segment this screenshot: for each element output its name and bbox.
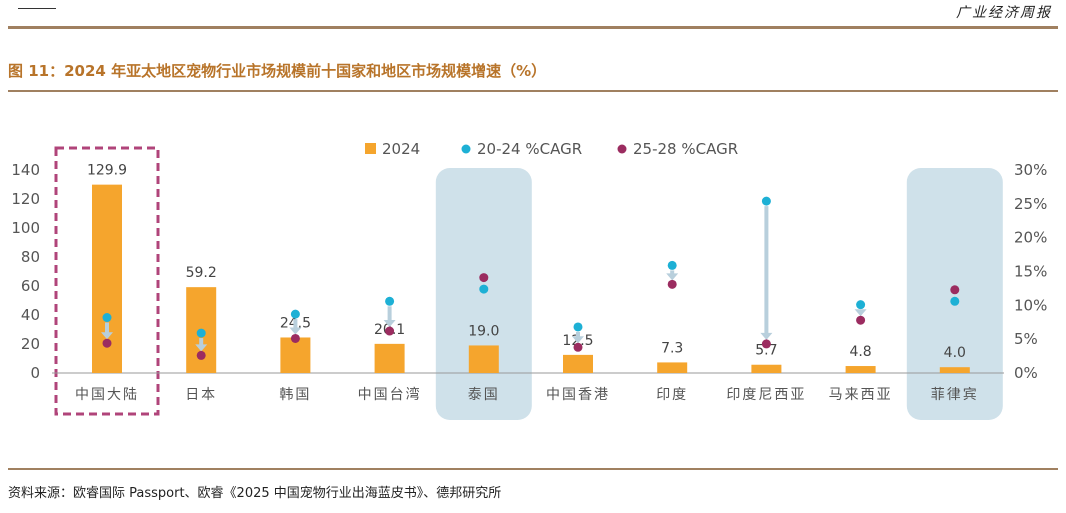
header-rule xyxy=(8,26,1058,29)
x-category-label: 印度尼西亚 xyxy=(726,387,806,403)
bar xyxy=(845,366,876,373)
x-category-label: 菲律宾 xyxy=(931,387,979,403)
trend-arrow-head xyxy=(195,344,208,352)
bar xyxy=(939,367,970,373)
trend-arrow-head xyxy=(572,336,584,344)
bar xyxy=(751,364,782,373)
y-tick-label: 140 xyxy=(11,161,40,179)
cagr-2025-2028-point xyxy=(667,279,677,289)
source-note: 资料来源：欧睿国际 Passport、欧睿《2025 中国宠物行业出海蓝皮书》、… xyxy=(8,486,502,501)
trend-arrow-head xyxy=(760,332,773,340)
trend-arrow-head xyxy=(383,320,396,328)
bar-value-label: 7.3 xyxy=(661,340,683,356)
bar-value-label: 129.9 xyxy=(87,163,127,179)
cagr-2020-2024-point xyxy=(479,284,489,294)
y-tick-label: 80 xyxy=(21,248,40,266)
y2-tick-label: 0% xyxy=(1014,364,1038,382)
cagr-2020-2024-point xyxy=(667,260,677,270)
cagr-2020-2024-point xyxy=(856,300,866,310)
bar-value-label: 59.2 xyxy=(186,265,217,281)
y-tick-label: 60 xyxy=(21,277,40,295)
cagr-2025-2028-point xyxy=(573,342,583,352)
y2-tick-label: 30% xyxy=(1014,161,1047,179)
cagr-2020-2024-point xyxy=(102,313,112,323)
cagr-2025-2028-point xyxy=(761,339,771,349)
cagr-2025-2028-point xyxy=(950,285,960,295)
cagr-2025-2028-point xyxy=(290,333,300,343)
cagr-2020-2024-point xyxy=(573,322,583,332)
trend-arrow-head xyxy=(666,273,679,281)
bar xyxy=(657,362,688,373)
cagr-2025-2028-point xyxy=(856,315,866,325)
x-category-label: 印度 xyxy=(656,387,688,403)
bar-value-label: 4.8 xyxy=(849,344,871,360)
x-category-label: 泰国 xyxy=(468,387,500,403)
x-category-label: 中国台湾 xyxy=(358,386,422,403)
y2-tick-label: 5% xyxy=(1014,330,1038,348)
y2-tick-label: 20% xyxy=(1014,229,1047,247)
cagr-2025-2028-point xyxy=(385,326,395,336)
legend-label: 25-28 %CAGR xyxy=(633,140,738,158)
bar-value-label: 19.0 xyxy=(468,323,499,339)
cagr-2025-2028-point xyxy=(102,338,112,348)
bar xyxy=(563,354,593,373)
x-category-label: 马来西亚 xyxy=(829,387,893,403)
chart: 0 20 40 60 80 100 120 140 0% 5% 10% 15% 20% 25% 30% 129… xyxy=(11,140,1047,420)
header-mark xyxy=(18,8,56,9)
legend-bar-swatch xyxy=(365,143,376,154)
bar-value-label: 4.0 xyxy=(944,345,966,361)
legend-label: 2024 xyxy=(382,140,420,158)
figure-title: 图 11：2024 年亚太地区宠物行业市场规模前十国家和地区市场规模增速（%） xyxy=(8,62,547,80)
title-rule xyxy=(8,90,1058,92)
highlight-box xyxy=(435,168,532,420)
bar-value-label: 5.7 xyxy=(755,343,777,359)
y-tick-label: 0 xyxy=(30,364,40,382)
trend-arrow-head xyxy=(854,309,867,317)
legend-cagr-2025-2028-swatch xyxy=(617,144,627,154)
cagr-2025-2028-point xyxy=(196,350,206,360)
bar xyxy=(374,343,405,373)
cagr-2020-2024-point xyxy=(290,309,300,319)
y-tick-label: 20 xyxy=(21,335,40,353)
cagr-2025-2028-point xyxy=(479,273,489,283)
trend-arrow-head xyxy=(289,327,302,335)
cagr-2020-2024-point xyxy=(761,196,771,206)
y2-tick-label: 10% xyxy=(1014,296,1047,314)
x-category-label: 韩国 xyxy=(279,387,311,403)
cagr-2020-2024-point xyxy=(385,296,395,306)
bar xyxy=(280,337,311,373)
x-category-label: 中国香港 xyxy=(546,387,610,403)
y-tick-label: 40 xyxy=(21,306,40,324)
y-tick-label: 100 xyxy=(11,219,40,237)
x-category-label: 日本 xyxy=(185,387,217,403)
cagr-2020-2024-point xyxy=(196,328,206,338)
y-tick-label: 120 xyxy=(11,190,40,208)
brand-text: 广业经济周报 xyxy=(956,5,1052,21)
x-category-label: 中国大陆 xyxy=(75,387,139,403)
y2-tick-label: 15% xyxy=(1014,263,1047,281)
bar xyxy=(468,345,499,373)
legend-cagr-2020-2024-swatch xyxy=(461,144,471,154)
trend-arrow-head xyxy=(101,332,113,340)
y2-tick-label: 25% xyxy=(1014,195,1047,213)
cagr-2020-2024-point xyxy=(950,296,960,306)
legend-label: 20-24 %CAGR xyxy=(477,140,582,158)
footer-rule xyxy=(8,468,1058,470)
highlight-box-dashed xyxy=(54,146,160,416)
